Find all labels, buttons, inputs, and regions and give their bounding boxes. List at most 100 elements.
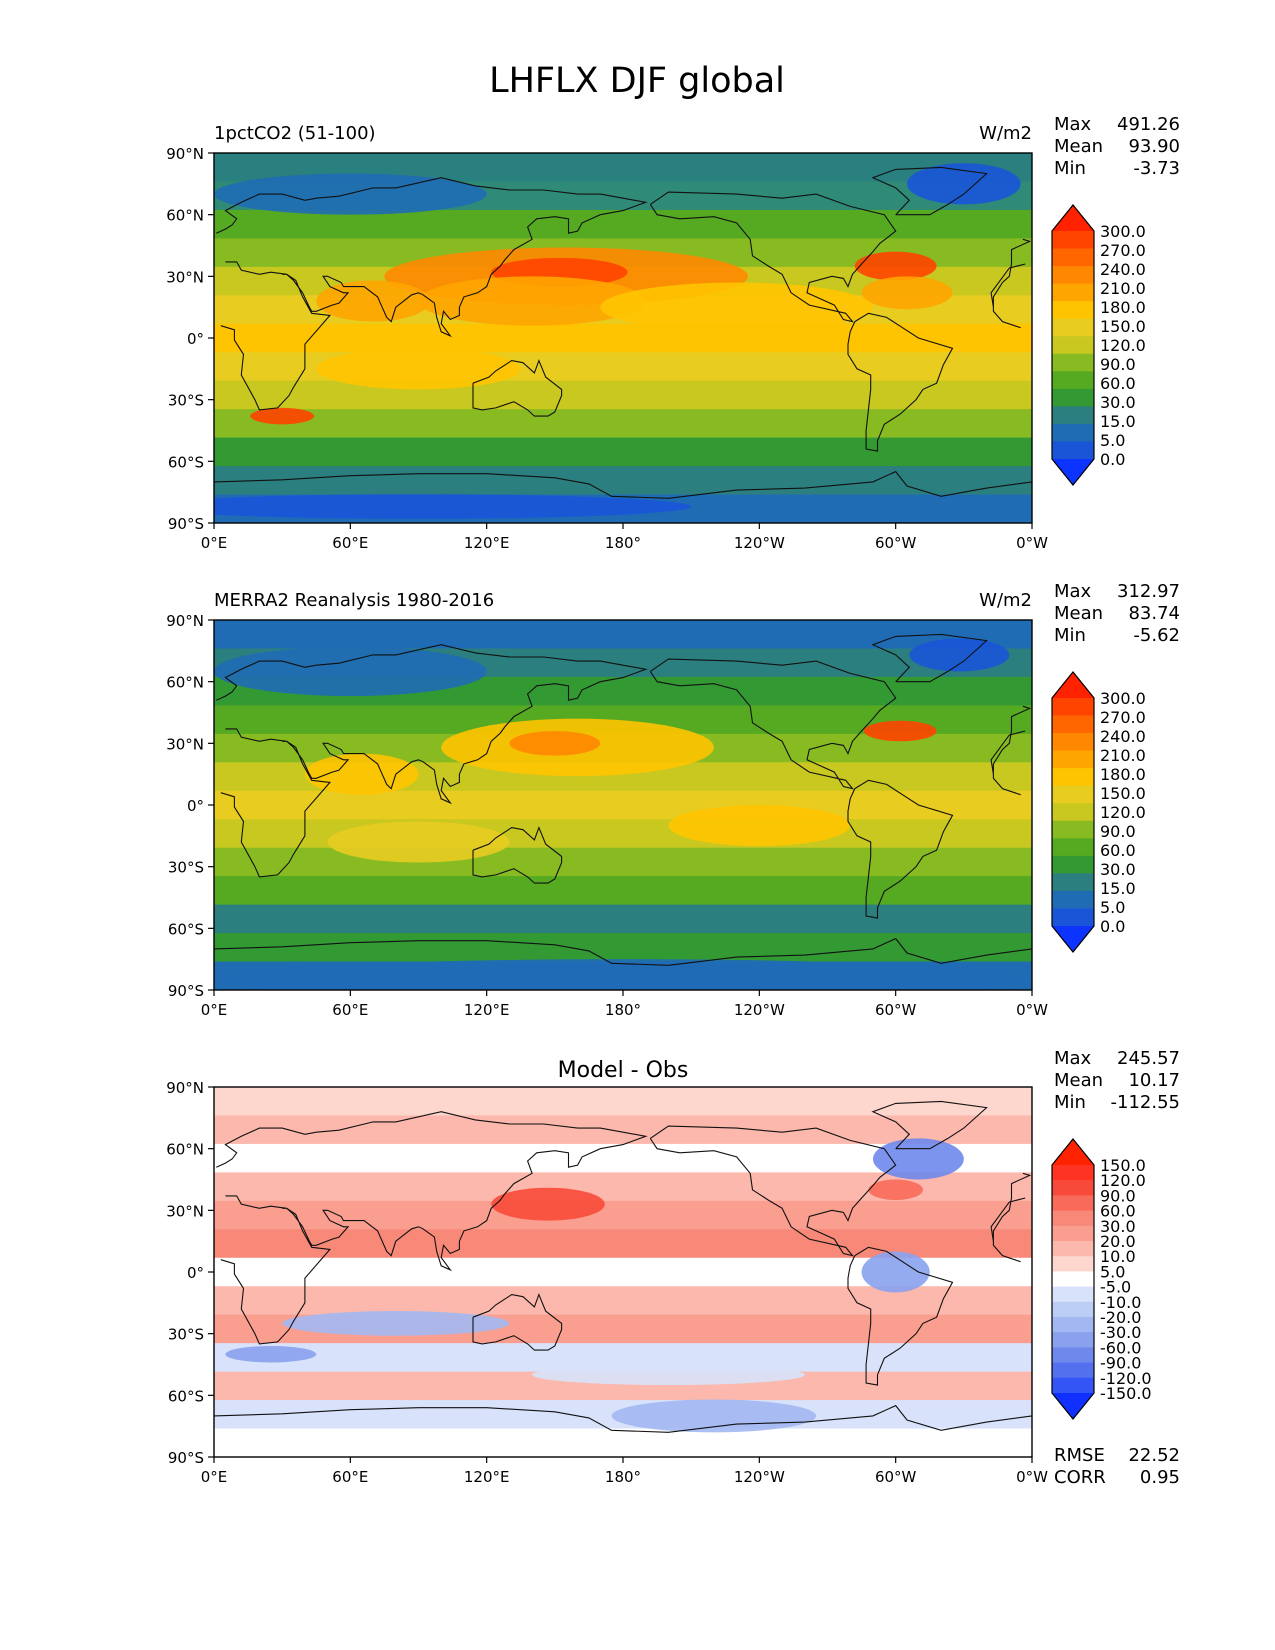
colorbar-segment bbox=[1052, 301, 1094, 320]
coastline-south-america bbox=[847, 1246, 954, 1386]
stat-value: 10.17 bbox=[1128, 1070, 1180, 1091]
y-tick-label: 30°S bbox=[168, 392, 204, 410]
x-tick-label: 60°W bbox=[875, 1001, 917, 1019]
colorbar-extend-min bbox=[1052, 1393, 1094, 1419]
stat-value: 83.74 bbox=[1128, 603, 1180, 624]
figure-title: LHFLX DJF global bbox=[489, 61, 785, 101]
lat-band bbox=[214, 790, 1032, 821]
colorbar-label: 5.0 bbox=[1100, 898, 1125, 917]
field-region bbox=[668, 805, 851, 847]
y-tick-label: 60°S bbox=[168, 920, 204, 938]
colorbar-label: 150.0 bbox=[1100, 317, 1146, 336]
panel-model: 0°E 60°E 120°E 180° 120°W 60°W 0°W 90°N 60°N 30°N… bbox=[166, 114, 1180, 552]
field-region bbox=[250, 407, 314, 425]
colorbar-label: 150.0 bbox=[1100, 784, 1146, 803]
colorbar-label: 270.0 bbox=[1100, 241, 1146, 260]
x-tick-label: 180° bbox=[605, 1468, 641, 1486]
colorbar-segment bbox=[1052, 803, 1094, 822]
colorbar-segment bbox=[1052, 1347, 1094, 1364]
stat-label: Mean bbox=[1054, 603, 1103, 624]
stat-label: Max bbox=[1054, 581, 1092, 602]
colorbar-segment bbox=[1052, 1362, 1094, 1379]
colorbar-extend-max bbox=[1052, 1139, 1094, 1165]
colorbar: 300.0270.0240.0210.0180.0150.0120.090.06… bbox=[1051, 204, 1146, 486]
field-region bbox=[418, 276, 646, 326]
y-tick-label: 0° bbox=[187, 330, 204, 348]
coastline-antarctica bbox=[214, 470, 1032, 499]
colorbar-segment bbox=[1052, 353, 1094, 372]
field-region bbox=[327, 821, 510, 863]
colorbar-label: 60.0 bbox=[1100, 841, 1136, 860]
colorbar-segment bbox=[1052, 1256, 1094, 1272]
colorbar-label: 20.0 bbox=[1100, 1232, 1136, 1251]
colorbar-label: -120.0 bbox=[1100, 1369, 1152, 1388]
colorbar-outline bbox=[1051, 204, 1095, 486]
coastline-south-america bbox=[847, 779, 954, 919]
colorbar-segment bbox=[1052, 1210, 1094, 1227]
x-tick-label: 0°E bbox=[201, 1468, 228, 1486]
extra-stat-label: CORR bbox=[1054, 1467, 1106, 1488]
lat-band bbox=[214, 1200, 1032, 1231]
colorbar-label: 5.0 bbox=[1100, 431, 1125, 450]
colorbar-segment bbox=[1052, 1317, 1094, 1333]
colorbar-segment bbox=[1052, 698, 1094, 717]
colorbar-label: 210.0 bbox=[1100, 746, 1146, 765]
colorbar-label: 30.0 bbox=[1100, 860, 1136, 879]
x-tick-label: 180° bbox=[605, 1001, 641, 1019]
colorbar-segment bbox=[1052, 1241, 1094, 1257]
colorbar-segment bbox=[1052, 1195, 1094, 1212]
coastline-africa-eurasia bbox=[216, 177, 1032, 411]
colorbar-label: 15.0 bbox=[1100, 412, 1136, 431]
colorbar-segment bbox=[1052, 873, 1094, 892]
colorbar-segment bbox=[1052, 855, 1094, 874]
field-region bbox=[868, 1179, 923, 1201]
colorbar-segment bbox=[1052, 1165, 1094, 1181]
panel-diff: 0°E 60°E 120°E 180° 120°W 60°W 0°W 90°N 60°N 30°N… bbox=[166, 1048, 1180, 1488]
stat-value: 93.90 bbox=[1128, 136, 1180, 157]
y-tick-label: 60°N bbox=[166, 207, 204, 225]
colorbar-extend-min bbox=[1052, 926, 1094, 952]
y-tick-label: 90°N bbox=[166, 145, 204, 163]
y-tick-label: 30°S bbox=[168, 1326, 204, 1344]
x-tick-label: 60°W bbox=[875, 534, 917, 552]
coastline-greenland bbox=[871, 633, 988, 683]
x-tick-label: 60°E bbox=[332, 534, 368, 552]
x-tick-label: 120°W bbox=[734, 1001, 785, 1019]
coastline-africa-eurasia bbox=[216, 644, 1032, 878]
colorbar-label: 180.0 bbox=[1100, 765, 1146, 784]
coastline-north-america bbox=[649, 658, 897, 790]
lat-band bbox=[214, 380, 1032, 411]
colorbar-extend-min bbox=[1052, 459, 1094, 485]
field-region bbox=[282, 1311, 510, 1336]
colorbar-segment bbox=[1052, 908, 1094, 927]
colorbar-segment bbox=[1052, 423, 1094, 443]
x-tick-label: 0°E bbox=[201, 1001, 228, 1019]
lat-band bbox=[214, 1115, 1032, 1145]
field-region bbox=[532, 1364, 805, 1386]
stat-label: Max bbox=[1054, 1048, 1092, 1069]
colorbar-label: 0.0 bbox=[1100, 917, 1125, 936]
colorbar-label: -150.0 bbox=[1100, 1384, 1152, 1403]
x-tick-label: 0°W bbox=[1016, 1001, 1048, 1019]
lat-band bbox=[214, 209, 1032, 240]
y-tick-label: 0° bbox=[187, 797, 204, 815]
x-tick-label: 120°E bbox=[464, 534, 510, 552]
coastline-north-america bbox=[649, 1125, 897, 1257]
field-region bbox=[225, 1346, 317, 1363]
y-tick-label: 90°N bbox=[166, 1079, 204, 1097]
field-region bbox=[316, 280, 430, 322]
colorbar-label: 300.0 bbox=[1100, 222, 1146, 241]
coastline-australia bbox=[472, 826, 563, 884]
stat-value: -112.55 bbox=[1111, 1092, 1180, 1113]
colorbar-label: 15.0 bbox=[1100, 879, 1136, 898]
y-tick-label: 90°N bbox=[166, 612, 204, 630]
map-model bbox=[214, 153, 1032, 523]
coastline-australia bbox=[472, 1293, 563, 1351]
colorbar-label: 300.0 bbox=[1100, 689, 1146, 708]
stat-label: Min bbox=[1054, 1092, 1086, 1113]
colorbar-segment bbox=[1052, 820, 1094, 839]
colorbar-label: -10.0 bbox=[1100, 1293, 1141, 1312]
stat-value: 491.26 bbox=[1117, 114, 1180, 135]
colorbar-outline bbox=[1051, 1138, 1095, 1420]
